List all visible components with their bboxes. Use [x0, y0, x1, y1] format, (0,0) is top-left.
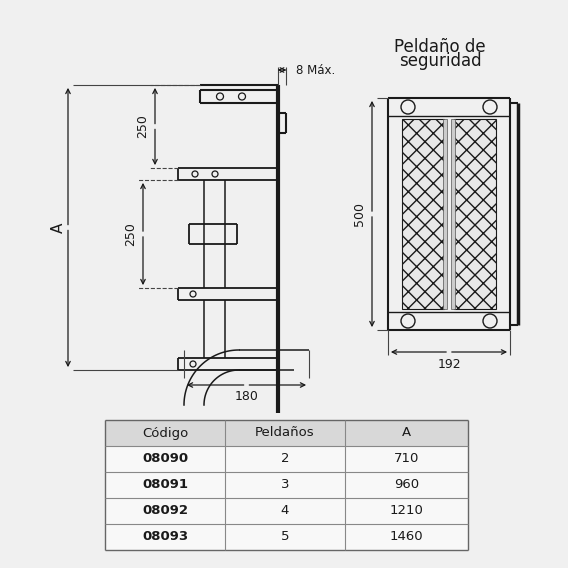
Text: 08091: 08091 — [142, 478, 188, 491]
Text: 08093: 08093 — [142, 531, 188, 544]
Text: 3: 3 — [281, 478, 289, 491]
Bar — [454, 119, 496, 309]
Text: 1460: 1460 — [390, 531, 423, 544]
Text: 960: 960 — [394, 478, 419, 491]
Bar — [443, 119, 447, 309]
Text: 1210: 1210 — [390, 504, 423, 517]
Text: 2: 2 — [281, 453, 289, 466]
Text: A: A — [51, 222, 65, 233]
Text: 8 Máx.: 8 Máx. — [296, 64, 335, 77]
Text: Peldaño de: Peldaño de — [394, 38, 486, 56]
Text: 5: 5 — [281, 531, 289, 544]
Text: Código: Código — [142, 427, 188, 440]
Text: 710: 710 — [394, 453, 419, 466]
Text: 180: 180 — [235, 390, 258, 403]
Text: seguridad: seguridad — [399, 52, 481, 70]
Text: 250: 250 — [136, 115, 149, 139]
Bar — [402, 119, 444, 309]
Text: A: A — [402, 427, 411, 440]
Bar — [105, 420, 468, 446]
Text: 500: 500 — [353, 202, 366, 226]
Bar — [451, 119, 455, 309]
Text: Peldaños: Peldaños — [255, 427, 315, 440]
Text: 250: 250 — [124, 222, 137, 246]
Bar — [105, 446, 468, 550]
Text: 08092: 08092 — [142, 504, 188, 517]
Text: 4: 4 — [281, 504, 289, 517]
Text: 08090: 08090 — [142, 453, 188, 466]
Text: 192: 192 — [437, 357, 461, 370]
